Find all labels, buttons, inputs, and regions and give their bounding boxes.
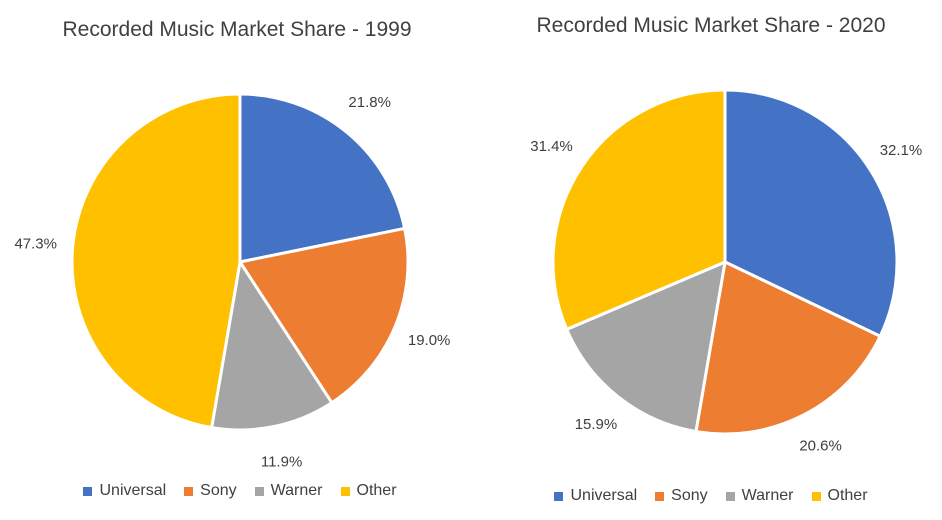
pie-slice-universal[interactable]	[238, 92, 407, 264]
data-label-other: 31.4%	[530, 138, 573, 155]
legend-swatch	[83, 486, 93, 496]
pie-slice-sony[interactable]	[694, 260, 882, 436]
pie-slice-other[interactable]	[70, 92, 242, 430]
legend-label: Universal	[99, 482, 167, 499]
pie-slice-warner[interactable]	[565, 260, 727, 434]
data-label-warner: 15.9%	[575, 416, 618, 433]
data-label-sony: 20.6%	[799, 438, 842, 455]
legend-label: Sony	[200, 482, 237, 499]
legend-swatch	[655, 491, 665, 501]
legend-item-universal[interactable]: Universal	[83, 482, 166, 500]
legend-label: Warner	[270, 482, 323, 499]
legend-swatch	[811, 491, 821, 501]
data-label-universal: 32.1%	[880, 142, 923, 159]
data-label-warner: 11.9%	[261, 454, 302, 471]
chart-title: Recorded Music Market Share - 1999	[62, 18, 412, 41]
chart-2020: Recorded Music Market Share - 2020 32.1%…	[480, 0, 942, 520]
legend-item-sony[interactable]: Sony	[184, 482, 237, 500]
chart-1999: Recorded Music Market Share - 1999 21.8%…	[0, 18, 480, 500]
legend-swatch	[184, 486, 194, 496]
legend-swatch	[254, 486, 264, 496]
legend-label: Universal	[570, 487, 638, 504]
pie-slice-sony[interactable]	[238, 226, 410, 405]
legend-item-warner[interactable]: Warner	[725, 487, 794, 505]
legend-item-other[interactable]: Other	[340, 482, 397, 500]
legend-label: Other	[827, 487, 868, 504]
pie-slice-other[interactable]	[551, 88, 727, 331]
legend-swatch	[725, 491, 735, 501]
pie-chart-2020: 32.1% 20.6% 15.9% 31.4%	[530, 88, 923, 455]
legend-swatch	[554, 491, 564, 501]
pie-slice-warner[interactable]	[210, 260, 334, 432]
data-label-universal: 21.8%	[348, 94, 391, 111]
legend-label: Warner	[741, 487, 794, 504]
legend-label: Other	[356, 482, 397, 499]
pie-chart-1999: 21.8% 19.0% 11.9% 47.3%	[14, 92, 451, 471]
data-label-sony: 19.0%	[408, 332, 451, 349]
legend: Universal Sony Warner Other	[480, 487, 942, 505]
legend-item-sony[interactable]: Sony	[655, 487, 708, 505]
chart-title: Recorded Music Market Share - 2020	[536, 14, 886, 37]
data-label-other: 47.3%	[14, 236, 57, 253]
legend-swatch	[340, 486, 350, 496]
legend-item-universal[interactable]: Universal	[554, 487, 637, 505]
legend-label: Sony	[671, 487, 708, 504]
legend-item-warner[interactable]: Warner	[254, 482, 323, 500]
legend-item-other[interactable]: Other	[811, 487, 868, 505]
legend: Universal Sony Warner Other	[0, 482, 480, 500]
pie-slice-universal[interactable]	[723, 88, 899, 338]
